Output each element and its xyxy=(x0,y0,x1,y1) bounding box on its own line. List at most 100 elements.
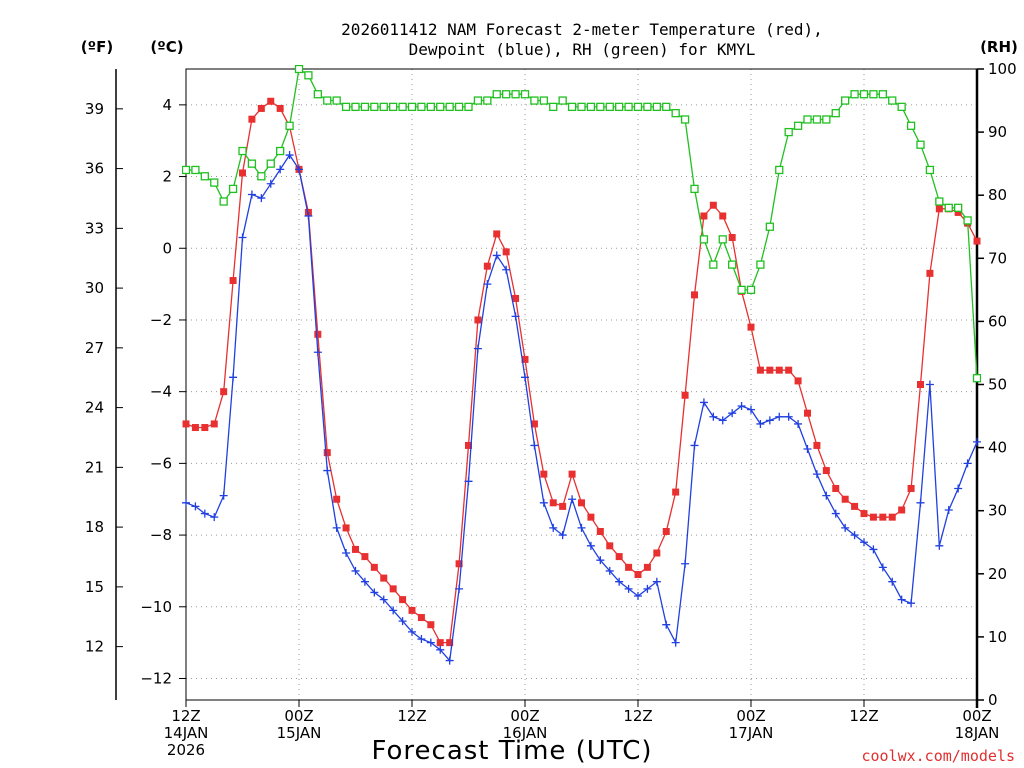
dewpoint-point xyxy=(426,638,435,647)
temperature-point xyxy=(860,510,868,518)
dewpoint-point xyxy=(455,584,464,593)
rh-point xyxy=(417,102,426,112)
rh-point xyxy=(605,102,614,112)
fahrenheit-axis-ticks: 39 36 33 30 27 24 21 18 15 12 xyxy=(85,100,123,656)
dewpoint-point xyxy=(841,523,850,532)
dewpoint-point xyxy=(360,577,369,586)
rh-tick-label: 0 xyxy=(988,691,998,709)
temperature-point xyxy=(869,513,877,521)
dewpoint-point xyxy=(549,523,558,532)
fahrenheit-tick-label: 30 xyxy=(85,279,104,297)
dewpoint-point xyxy=(530,441,539,450)
dewpoint-point xyxy=(521,373,529,382)
fahrenheit-tick-label: 18 xyxy=(85,518,104,536)
fahrenheit-tick-label: 36 xyxy=(85,160,104,178)
dewpoint-point xyxy=(907,599,916,608)
rh-point xyxy=(341,102,351,112)
rh-point xyxy=(775,165,784,175)
dewpoint-point xyxy=(568,495,577,504)
rh-point xyxy=(219,197,228,206)
temperature-point xyxy=(248,115,256,123)
dewpoint-point xyxy=(332,523,341,532)
dewpoint-point xyxy=(586,541,595,550)
rh-line xyxy=(186,67,978,379)
temperature-point xyxy=(549,499,557,507)
rh-point xyxy=(728,260,737,269)
dewpoint-point xyxy=(652,577,661,586)
temperature-point xyxy=(342,524,350,532)
temperature-point xyxy=(747,323,755,331)
dewpoint-point xyxy=(634,592,642,601)
dewpoint-point xyxy=(323,466,332,475)
dewpoint-point xyxy=(954,484,963,493)
rh-point xyxy=(370,102,379,112)
dewpoint-point xyxy=(238,233,247,242)
rh-point xyxy=(313,90,322,99)
series-dewpoint xyxy=(182,151,981,665)
rh-point xyxy=(483,96,492,105)
rh-tick-label: 20 xyxy=(988,565,1007,583)
rh-point xyxy=(633,102,643,112)
celsius-tick-label: −4 xyxy=(150,383,172,401)
dewpoint-point xyxy=(445,656,454,665)
dewpoint-point xyxy=(916,498,925,507)
rh-point xyxy=(436,102,445,112)
x-axis-label: Forecast Time (UTC) xyxy=(371,736,652,766)
fahrenheit-tick-label: 15 xyxy=(85,578,104,596)
rh-point xyxy=(304,71,313,80)
dewpoint-line xyxy=(185,153,978,663)
temperature-point xyxy=(719,212,727,220)
celsius-tick-label: 4 xyxy=(162,96,172,114)
rh-point xyxy=(511,90,520,99)
chart-title-line-2: Dewpoint (blue), RH (green) for KMYL xyxy=(409,40,756,59)
rh-point xyxy=(699,235,709,244)
rh-point xyxy=(398,102,407,112)
rh-point xyxy=(549,102,558,112)
rh-tick-label: 90 xyxy=(988,123,1007,141)
temperature-point xyxy=(851,502,859,510)
rh-point xyxy=(492,90,501,99)
rh-point xyxy=(454,102,464,112)
dewpoint-point xyxy=(737,402,746,411)
rh-tick-label: 30 xyxy=(988,502,1007,520)
temperature-point xyxy=(709,201,717,209)
temperature-point xyxy=(596,527,604,535)
temperature-point xyxy=(578,499,585,507)
temperature-point xyxy=(954,208,962,216)
dewpoint-point xyxy=(191,502,200,511)
dewpoint-point xyxy=(342,549,351,558)
rh-point xyxy=(643,102,652,112)
dewpoint-point xyxy=(247,190,256,199)
axes xyxy=(115,68,979,708)
time-tick-label: 00Z xyxy=(962,707,991,725)
celsius-tick-label: −2 xyxy=(150,311,172,329)
temperature-point xyxy=(832,484,840,492)
dewpoint-point xyxy=(417,635,426,644)
dewpoint-point xyxy=(935,541,944,550)
dewpoint-point xyxy=(944,505,953,514)
celsius-tick-label: −10 xyxy=(140,598,172,616)
rh-point xyxy=(878,90,887,99)
rh-point xyxy=(784,127,793,137)
dewpoint-point xyxy=(822,491,831,500)
temperature-point xyxy=(879,513,887,521)
dewpoint-point xyxy=(379,595,388,604)
temperature-point xyxy=(935,205,943,213)
chart-title-line-1: 2026011412 NAM Forecast 2-meter Temperat… xyxy=(341,20,823,39)
rh-point xyxy=(473,96,483,105)
rh-point xyxy=(332,96,341,105)
temperature-point xyxy=(465,441,472,449)
rh-point xyxy=(228,184,238,194)
temperature-point xyxy=(907,484,915,492)
temperature-point xyxy=(352,545,359,553)
temperature-point xyxy=(728,234,736,242)
rh-point xyxy=(257,172,266,181)
time-tick-date-label: 18JAN xyxy=(955,724,1000,742)
dewpoint-point xyxy=(295,165,303,174)
time-tick-label: 12Z xyxy=(171,707,200,725)
dewpoint-point xyxy=(408,627,416,636)
dewpoint-point xyxy=(643,584,652,593)
fahrenheit-unit-label: (ºF) xyxy=(81,38,113,56)
time-tick-label: 12Z xyxy=(397,707,426,725)
dewpoint-point xyxy=(483,280,492,289)
